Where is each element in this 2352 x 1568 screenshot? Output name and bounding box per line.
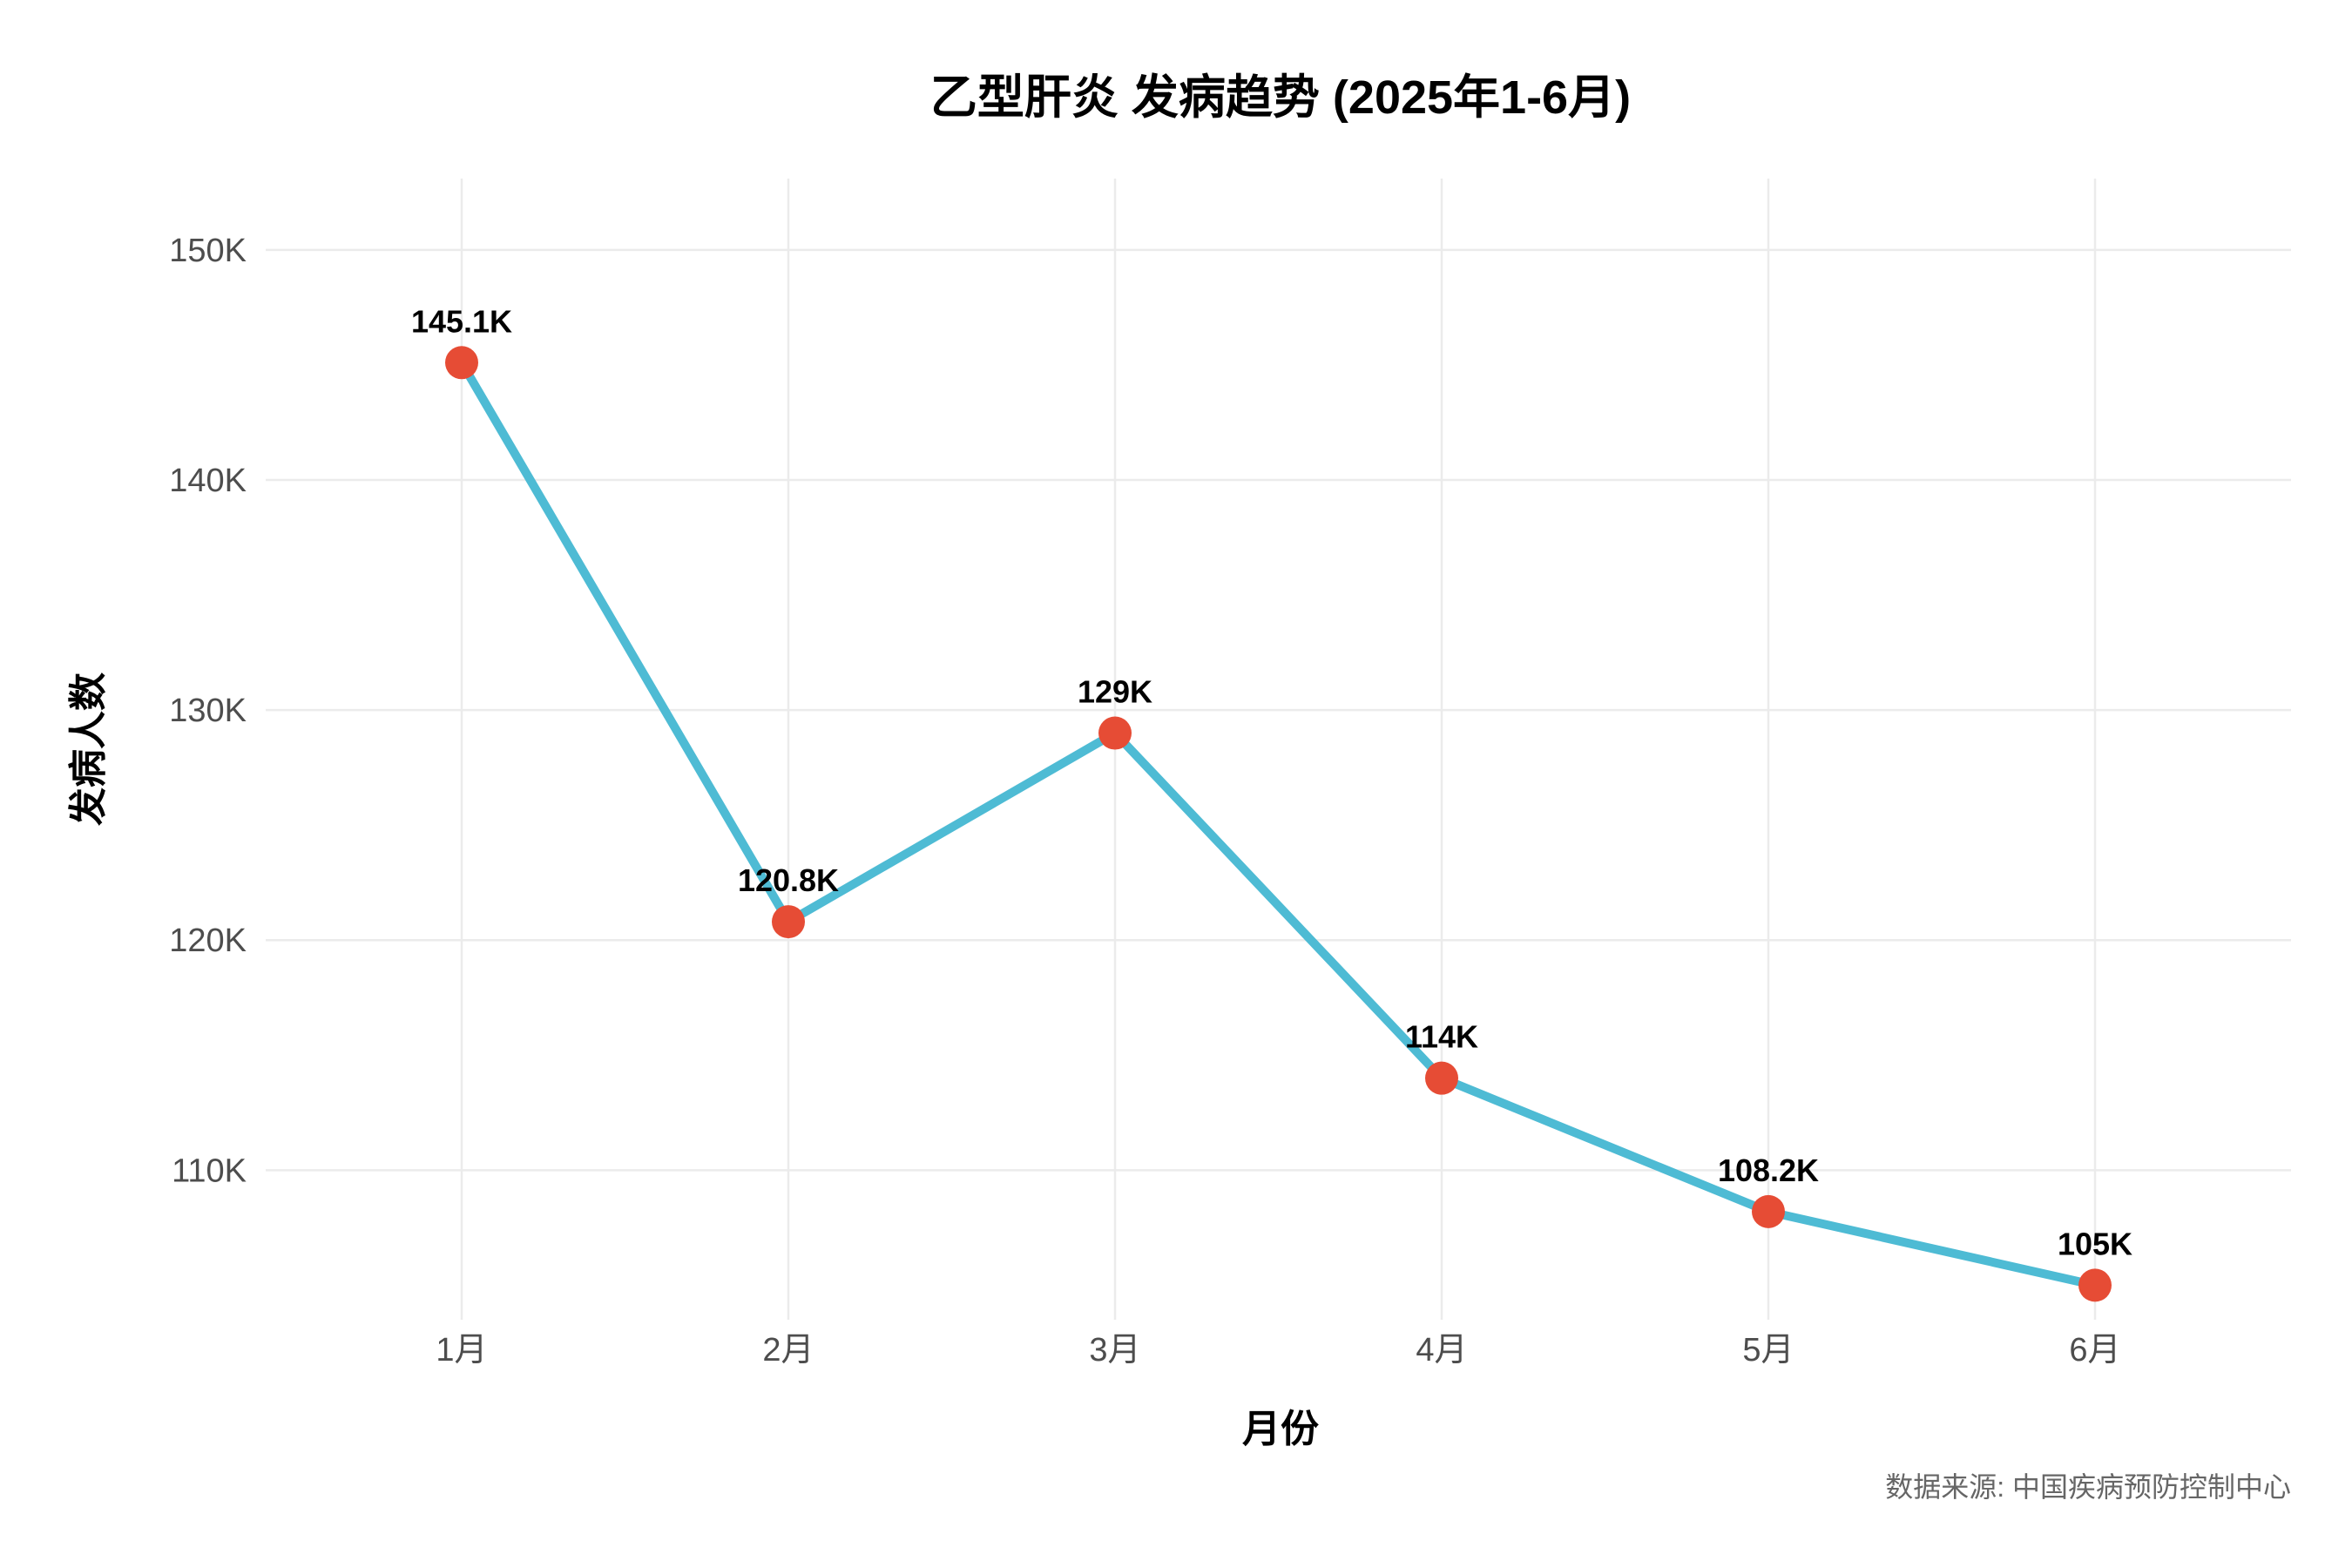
data-label: 108.2K — [1718, 1152, 1819, 1188]
x-tick-label: 5月 — [1742, 1332, 1794, 1369]
x-tick-label: 4月 — [1416, 1332, 1467, 1369]
x-axis-title: 月份 — [1242, 1408, 1319, 1450]
x-tick-label: 6月 — [2069, 1332, 2120, 1369]
y-tick-label: 120K — [169, 923, 247, 959]
y-axis-ticks: 110K 120K 130K 140K 150K — [169, 233, 247, 1189]
y-axis-title: 发病人数 — [67, 672, 110, 826]
data-label: 114K — [1405, 1019, 1478, 1055]
data-point — [772, 905, 805, 939]
data-point — [445, 346, 478, 380]
data-label: 105K — [2058, 1226, 2132, 1261]
data-labels: 145.1K 120.8K 129K 114K 108.2K 105K — [411, 303, 2132, 1261]
x-axis-ticks: 1月 2月 3月 4月 5月 6月 — [436, 1332, 2120, 1369]
source-note: 数据来源: 中国疾病预防控制中心 — [1885, 1471, 2291, 1503]
x-tick-label: 2月 — [762, 1332, 814, 1369]
data-point — [2078, 1268, 2112, 1302]
data-point — [1098, 716, 1132, 750]
y-tick-label: 150K — [169, 233, 247, 269]
data-label: 129K — [1078, 674, 1152, 710]
x-tick-label: 3月 — [1089, 1332, 1140, 1369]
data-label: 120.8K — [738, 862, 839, 898]
series-line — [457, 358, 2099, 1290]
series-layer — [445, 346, 2112, 1302]
y-tick-label: 140K — [169, 463, 247, 499]
y-tick-label: 110K — [172, 1152, 247, 1189]
chart-title: 乙型肝炎 发病趋势 (2025年1-6月) — [930, 71, 1631, 124]
data-point — [1425, 1061, 1458, 1095]
data-label: 145.1K — [411, 303, 512, 339]
y-tick-label: 130K — [169, 693, 247, 729]
data-point — [1752, 1194, 1785, 1228]
x-tick-label: 1月 — [436, 1332, 487, 1369]
